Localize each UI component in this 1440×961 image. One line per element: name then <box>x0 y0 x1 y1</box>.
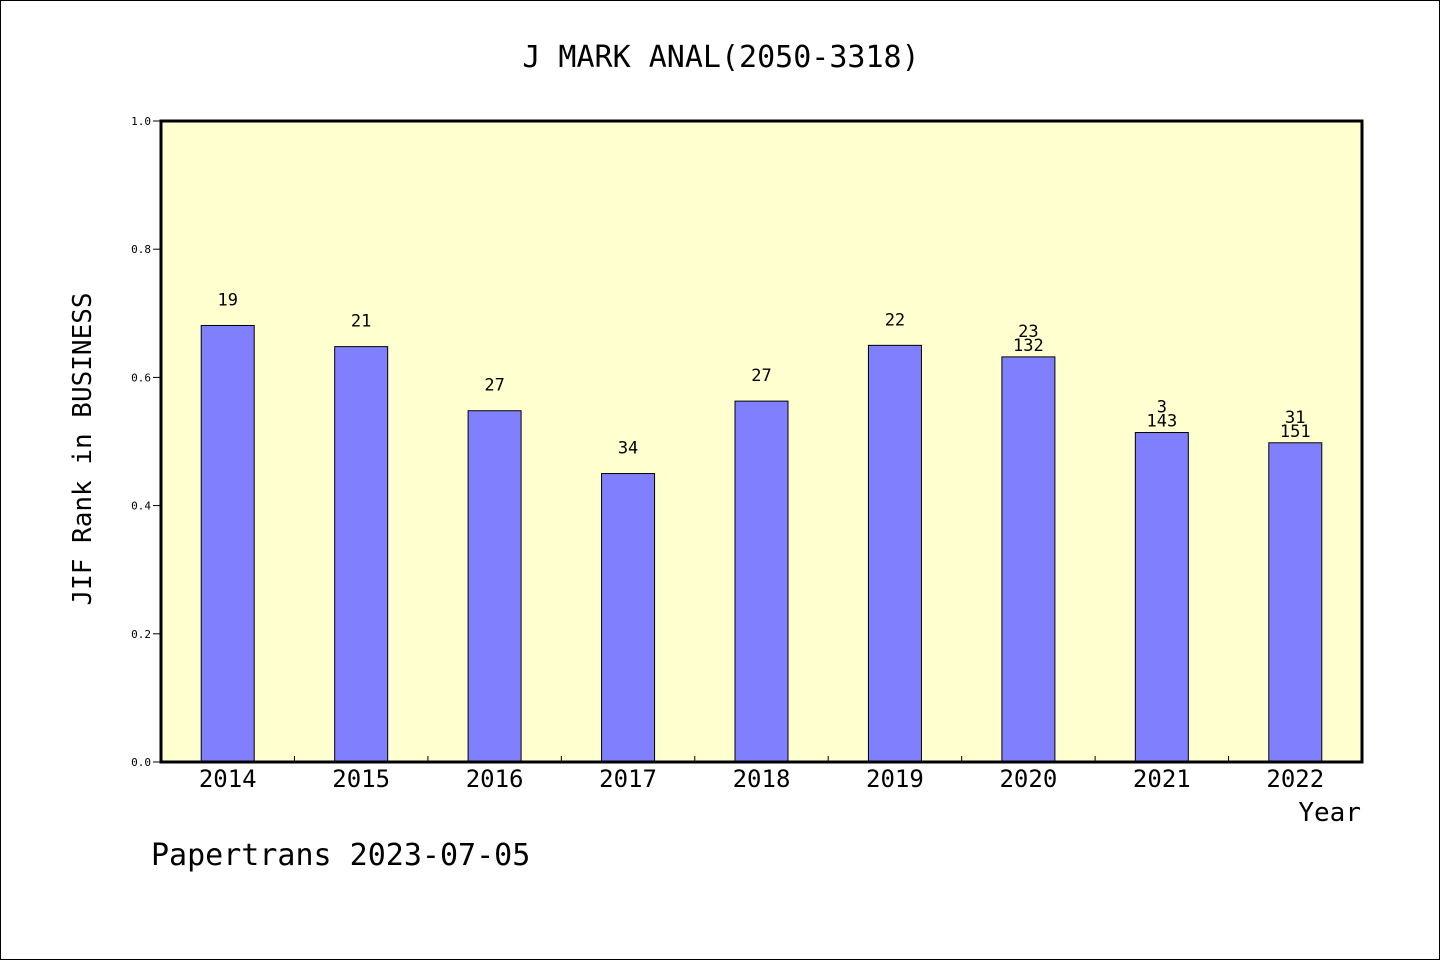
x-tick-label: 2017 <box>599 765 657 793</box>
bar-series <box>200 324 1323 763</box>
x-tick-label: 2015 <box>332 765 390 793</box>
bar-data-label: 22 <box>885 310 905 330</box>
x-tick-label: 2018 <box>733 765 791 793</box>
x-tick-label: 2016 <box>466 765 524 793</box>
bar-2021 <box>1134 432 1189 763</box>
bar-2020 <box>1001 356 1056 763</box>
y-tick-label: 0.0 <box>131 756 151 769</box>
x-tick-label: 2020 <box>999 765 1057 793</box>
y-axis: 0.0 0.2 0.4 0.6 0.8 1.0 <box>131 115 161 769</box>
x-axis-title: Year <box>1298 798 1361 828</box>
bar-data-label: 23 <box>1018 322 1038 342</box>
bar-2019 <box>867 344 922 763</box>
bar-data-label: 27 <box>484 376 504 396</box>
x-tick-label: 2019 <box>866 765 924 793</box>
chart-title: J MARK ANAL(2050-3318) <box>522 40 919 75</box>
y-tick-label: 0.2 <box>131 628 151 641</box>
y-axis-title: JIF Rank in BUSINESS <box>68 292 98 605</box>
bar-2016 <box>467 410 522 763</box>
bar-data-label: 151 <box>1280 422 1311 442</box>
x-tick-label: 2021 <box>1133 765 1191 793</box>
bar-data-label: 27 <box>751 366 771 386</box>
bar-data-label: 3 <box>1157 398 1167 418</box>
y-tick-label: 0.8 <box>131 243 151 256</box>
bar-data-label: 21 <box>351 312 371 332</box>
x-tick-label: 2014 <box>199 765 257 793</box>
x-axis: 2014 2015 2016 2017 2018 2019 2020 2021 2022 <box>199 756 1324 793</box>
bar-2014 <box>200 324 255 763</box>
bar-data-label: 31 <box>1285 408 1305 428</box>
x-tick-label: 2022 <box>1266 765 1324 793</box>
bar-data-label: 19 <box>217 290 237 310</box>
footer-credit: Papertrans 2023-07-05 <box>151 838 530 873</box>
bar-data-label: 132 <box>1013 336 1044 356</box>
bar-data-label: 143 <box>1146 412 1177 432</box>
bar-2018 <box>734 400 789 763</box>
bar-2015 <box>334 346 389 763</box>
y-tick-label: 1.0 <box>131 115 151 128</box>
bar-2022 <box>1268 442 1323 763</box>
bar-data-label: 34 <box>618 439 638 459</box>
plot-border <box>159 119 1364 764</box>
y-tick-label: 0.6 <box>131 371 151 384</box>
bar-2017 <box>601 473 656 763</box>
y-tick-label: 0.4 <box>131 500 151 513</box>
